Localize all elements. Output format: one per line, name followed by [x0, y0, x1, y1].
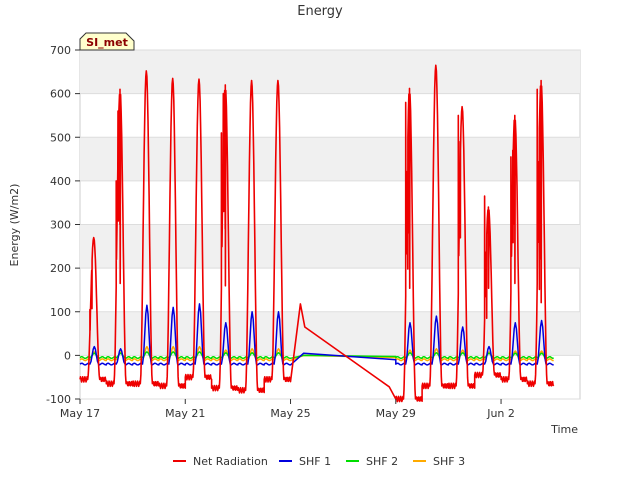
y-tick-label: 700: [50, 44, 71, 57]
y-tick-label: 500: [50, 131, 71, 144]
y-tick-label: 0: [64, 349, 71, 362]
x-tick-label: Jun 2: [486, 407, 515, 420]
x-tick-label: May 29: [376, 407, 416, 420]
site-badge: SI_met: [79, 32, 135, 51]
site-badge-label: SI_met: [86, 36, 128, 49]
grid-band: [80, 50, 580, 94]
y-tick-label: 300: [50, 219, 71, 232]
y-tick-label: 600: [50, 88, 71, 101]
x-tick-label: May 25: [270, 407, 310, 420]
legend-label-net-radiation: Net Radiation: [193, 455, 268, 468]
x-tick-label: May 17: [60, 407, 100, 420]
y-tick-label: -100: [46, 393, 71, 406]
legend: Net Radiation SHF 1 SHF 2 SHF 3: [173, 455, 465, 468]
grid-band: [80, 224, 580, 269]
shf-1-line: [79, 303, 554, 366]
y-axis-label: Energy (W/m2): [8, 184, 21, 267]
y-tick-label: 200: [50, 262, 71, 275]
grid-band: [80, 311, 580, 356]
legend-label-shf-3: SHF 3: [433, 455, 465, 468]
y-tick-label: 100: [50, 306, 71, 319]
legend-label-shf-1: SHF 1: [299, 455, 331, 468]
x-axis-label: Time: [550, 423, 578, 436]
net-radiation-line: [79, 64, 555, 403]
legend-label-shf-2: SHF 2: [366, 455, 398, 468]
chart-title: Energy: [297, 4, 343, 19]
x-tick-label: May 21: [165, 407, 205, 420]
y-tick-label: 400: [50, 175, 71, 188]
grid-band: [80, 137, 580, 181]
